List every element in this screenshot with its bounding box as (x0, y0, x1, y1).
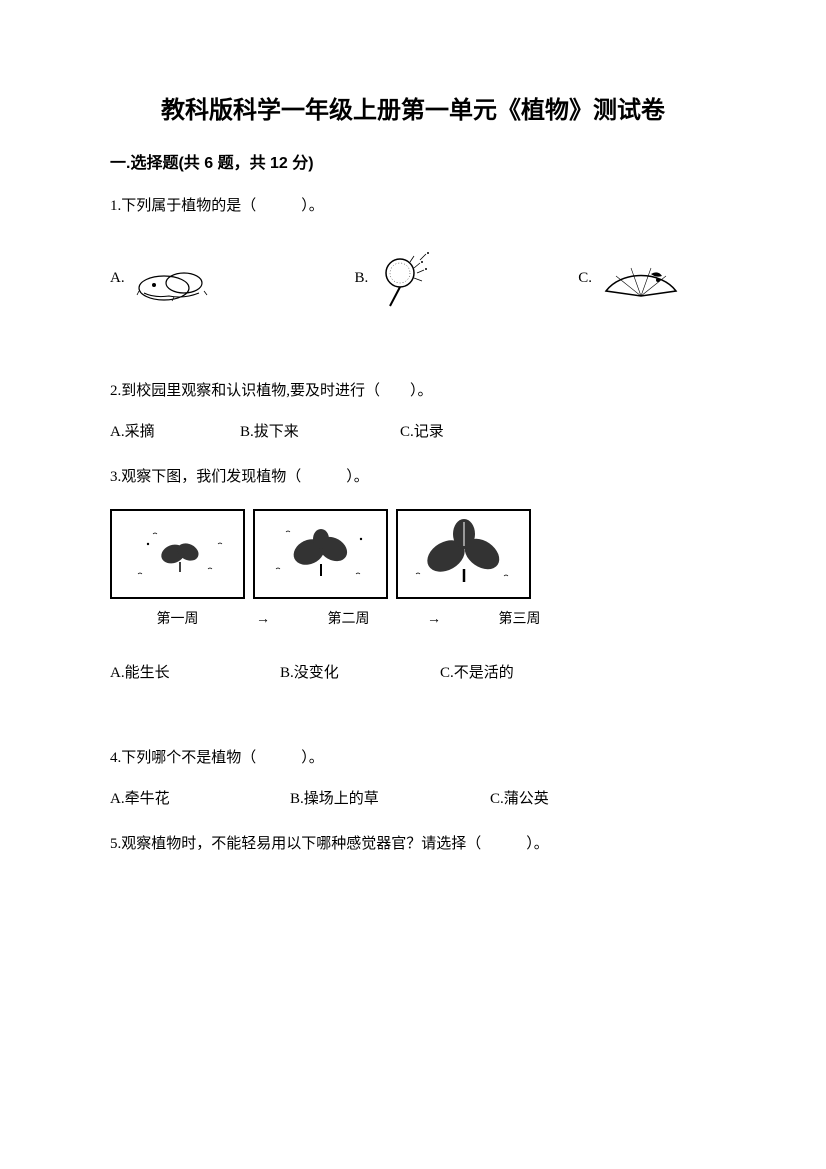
arrow-icon: → (253, 607, 273, 632)
q1-optB-label: B. (355, 265, 369, 292)
q3-optB: B.没变化 (280, 660, 440, 687)
q3-optA: A.能生长 (110, 660, 280, 687)
q1-option-c: C. (578, 256, 686, 301)
growth-panel-3 (396, 509, 531, 599)
q2-optB: B.拔下来 (240, 419, 400, 446)
q4-optB: B.操场上的草 (290, 786, 490, 813)
growth-panel-1 (110, 509, 245, 599)
q1-options: A. B. (110, 248, 716, 308)
q4-options: A.牵牛花 B.操场上的草 C.蒲公英 (110, 786, 716, 813)
q2-text: 2.到校园里观察和认识植物,要及时进行（ ）。 (110, 378, 716, 405)
q2-options: A.采摘 B.拔下来 C.记录 (110, 419, 716, 446)
q1-optA-label: A. (110, 265, 125, 292)
page-title: 教科版科学一年级上册第一单元《植物》测试卷 (110, 90, 716, 125)
week3-label: 第三周 (452, 607, 587, 632)
section-header: 一.选择题(共 6 题，共 12 分) (110, 149, 716, 173)
question-4: 4.下列哪个不是植物（ ）。 A.牵牛花 B.操场上的草 C.蒲公英 (110, 745, 716, 813)
dandelion-icon (372, 248, 442, 308)
q4-text: 4.下列哪个不是植物（ ）。 (110, 745, 716, 772)
q1-option-b: B. (355, 248, 443, 308)
q1-optC-label: C. (578, 265, 592, 292)
q3-optC: C.不是活的 (440, 660, 514, 687)
question-3: 3.观察下图，我们发现植物（ ）。 (110, 464, 716, 687)
rock-pig-icon (129, 253, 219, 303)
fan-icon (596, 256, 686, 301)
q5-text: 5.观察植物时，不能轻易用以下哪种感觉器官？请选择（ ）。 (110, 831, 716, 858)
arrow-icon: → (424, 607, 444, 632)
q1-option-a: A. (110, 253, 219, 303)
q1-text: 1.下列属于植物的是（ ）。 (110, 193, 716, 220)
q4-optA: A.牵牛花 (110, 786, 290, 813)
q2-optC: C.记录 (400, 419, 444, 446)
growth-labels: 第一周 → 第二周 → 第三周 (110, 607, 716, 632)
growth-panel-2 (253, 509, 388, 599)
q3-text: 3.观察下图，我们发现植物（ ）。 (110, 464, 716, 491)
week2-label: 第二周 (281, 607, 416, 632)
week1-label: 第一周 (110, 607, 245, 632)
question-2: 2.到校园里观察和认识植物,要及时进行（ ）。 A.采摘 B.拔下来 C.记录 (110, 378, 716, 446)
question-5: 5.观察植物时，不能轻易用以下哪种感觉器官？请选择（ ）。 (110, 831, 716, 858)
question-1: 1.下列属于植物的是（ ）。 A. B. (110, 193, 716, 308)
growth-sequence (110, 509, 716, 599)
q3-options: A.能生长 B.没变化 C.不是活的 (110, 660, 716, 687)
q2-optA: A.采摘 (110, 419, 240, 446)
q4-optC: C.蒲公英 (490, 786, 549, 813)
